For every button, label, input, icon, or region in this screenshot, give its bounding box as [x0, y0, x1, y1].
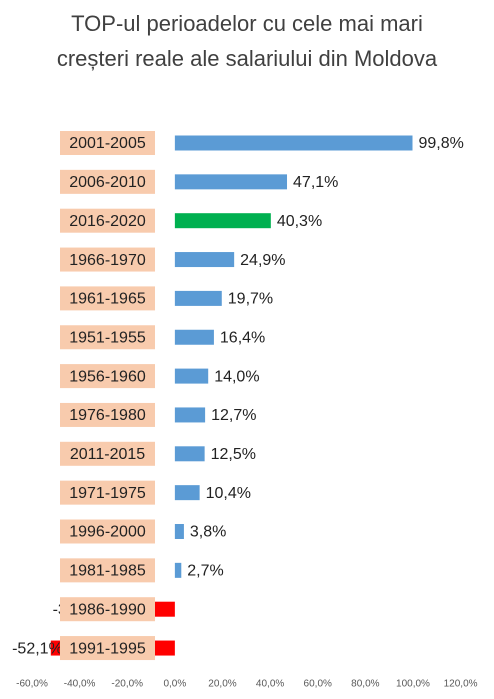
- category-box: [60, 558, 155, 583]
- value-label: 99,8%: [419, 135, 464, 152]
- bar: [174, 524, 184, 539]
- y-tick-label: 1986-1990: [69, 601, 146, 618]
- category-box: [60, 131, 155, 155]
- bar: [174, 446, 205, 462]
- bar: [174, 329, 214, 345]
- category-box: [60, 364, 155, 389]
- bar: [174, 407, 206, 423]
- y-tick-label: 1971-1975: [69, 485, 146, 502]
- bar: [174, 562, 182, 578]
- value-label: 12,5%: [211, 446, 256, 463]
- value-label: 40,3%: [277, 213, 322, 230]
- bar: [174, 368, 209, 384]
- category-box: [60, 325, 155, 350]
- y-tick-label: 1996-2000: [69, 524, 146, 541]
- category-box: [60, 636, 155, 661]
- category-box: [60, 480, 155, 505]
- category-box: [60, 402, 155, 427]
- category-box: [60, 208, 155, 233]
- y-tick-label: 2001-2005: [69, 135, 146, 152]
- bar: [174, 135, 413, 151]
- x-tick-label: -40,0%: [64, 679, 96, 690]
- chart-title: TOP-ul perioadelor cu cele mai mari creș…: [56, 11, 438, 71]
- x-tick-label: 100,0%: [396, 679, 430, 690]
- y-tick-label: 2006-2010: [69, 174, 146, 191]
- y-tick-label: 1976-1980: [69, 407, 146, 424]
- y-tick-label: 1951-1955: [69, 329, 146, 346]
- bar: [174, 252, 235, 268]
- y-tick-label: 1981-1985: [69, 563, 146, 580]
- x-tick-label: 20,0%: [208, 679, 236, 690]
- x-tick-label: -60,0%: [16, 679, 48, 690]
- value-label: 24,9%: [240, 252, 285, 269]
- value-label: 16,4%: [220, 329, 265, 346]
- bar: [174, 174, 288, 190]
- y-tick-label: 2016-2020: [69, 213, 146, 230]
- x-tick-label: 40,0%: [256, 679, 284, 690]
- category-box: [60, 441, 155, 466]
- value-label: 14,0%: [214, 368, 259, 385]
- category-box: [60, 519, 155, 544]
- category-box: [60, 169, 155, 194]
- y-tick-label: 1991-1995: [69, 640, 146, 657]
- value-label: 47,1%: [293, 174, 338, 191]
- value-label: 2,7%: [187, 563, 223, 580]
- category-box: [60, 247, 155, 272]
- x-tick-label: 120,0%: [444, 679, 478, 690]
- x-tick-label: 0,0%: [163, 679, 186, 690]
- value-label: 12,7%: [211, 407, 256, 424]
- y-tick-label: 1956-1960: [69, 368, 146, 385]
- x-tick-label: -20,0%: [111, 679, 143, 690]
- value-label: 3,8%: [190, 524, 226, 541]
- value-label: 19,7%: [228, 291, 273, 308]
- x-tick-label: 80,0%: [351, 679, 379, 690]
- bar: [174, 213, 271, 229]
- bar: [174, 485, 200, 501]
- category-box: [60, 597, 155, 622]
- value-label: 10,4%: [206, 485, 251, 502]
- value-label: -52,1%: [12, 640, 63, 657]
- bar: [174, 290, 222, 306]
- category-box: [60, 286, 155, 311]
- y-tick-label: 1966-1970: [69, 252, 146, 269]
- y-tick-label: 1961-1965: [69, 291, 146, 308]
- y-tick-label: 2011-2015: [70, 446, 145, 463]
- x-tick-label: 60,0%: [304, 679, 332, 690]
